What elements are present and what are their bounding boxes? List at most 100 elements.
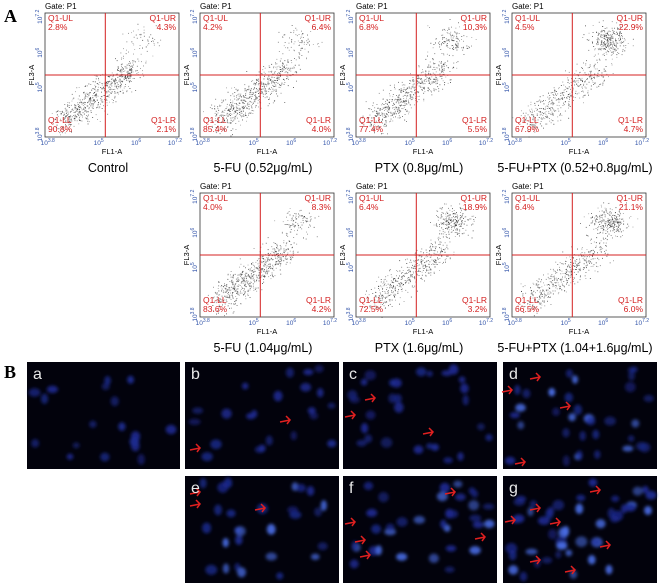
dot — [450, 258, 451, 259]
dot — [79, 112, 80, 113]
dot — [247, 294, 248, 295]
dot — [235, 283, 236, 284]
dot — [299, 57, 300, 58]
dot — [136, 73, 137, 74]
dot — [579, 93, 580, 94]
dot — [610, 227, 611, 228]
dot — [615, 49, 616, 50]
dot — [244, 281, 245, 282]
dot — [248, 106, 249, 107]
dot — [408, 280, 409, 281]
dot — [446, 221, 447, 222]
dot — [560, 95, 561, 96]
dot — [615, 220, 616, 221]
dot — [248, 281, 249, 282]
dot — [236, 100, 237, 101]
dot — [272, 91, 273, 92]
dot — [239, 110, 240, 111]
dot — [568, 79, 569, 80]
dot — [103, 102, 104, 103]
dot — [452, 208, 453, 209]
dot — [245, 298, 246, 299]
dot — [251, 263, 252, 264]
dot — [293, 32, 294, 33]
dot — [556, 100, 557, 101]
dot — [610, 231, 611, 232]
dot — [579, 259, 580, 260]
dot — [246, 273, 247, 274]
dot — [553, 97, 554, 98]
dot — [449, 210, 450, 211]
dot — [85, 94, 86, 95]
dot — [611, 213, 612, 214]
dot — [421, 259, 422, 260]
dot — [278, 249, 279, 250]
dot — [237, 286, 238, 287]
dot — [68, 112, 69, 113]
dot — [295, 41, 296, 42]
dot — [554, 92, 555, 93]
dot — [291, 244, 292, 245]
dot — [552, 114, 553, 115]
dot — [455, 28, 456, 29]
dot — [114, 89, 115, 90]
dot — [389, 121, 390, 122]
dot — [423, 268, 424, 269]
dot — [419, 82, 420, 83]
dot — [441, 65, 442, 66]
dot — [115, 79, 116, 80]
dot — [96, 95, 97, 96]
dot — [596, 262, 597, 263]
dot — [585, 25, 586, 26]
dot — [450, 257, 451, 258]
dot — [275, 64, 276, 65]
dot — [575, 97, 576, 98]
dot — [434, 44, 435, 45]
dot — [278, 261, 279, 262]
dot — [139, 34, 140, 35]
dot — [100, 87, 101, 88]
dot — [293, 251, 294, 252]
dot — [239, 102, 240, 103]
dot — [388, 116, 389, 117]
dot — [553, 124, 554, 125]
dot — [457, 217, 458, 218]
dot — [430, 269, 431, 270]
dot — [76, 116, 77, 117]
dot — [422, 90, 423, 91]
dot — [289, 70, 290, 71]
dot — [439, 258, 440, 259]
dot — [272, 272, 273, 273]
dot — [442, 69, 443, 70]
dot — [467, 48, 468, 49]
dot — [443, 80, 444, 81]
tick-exp: 3.8 — [359, 138, 366, 144]
dot — [231, 280, 232, 281]
dot — [219, 105, 220, 106]
dot — [436, 77, 437, 78]
dot — [444, 29, 445, 30]
dot — [91, 103, 92, 104]
dot — [295, 65, 296, 66]
dot — [236, 129, 237, 130]
dot — [446, 219, 447, 220]
dot — [405, 282, 406, 283]
dot — [435, 81, 436, 82]
dot — [408, 283, 409, 284]
dot — [288, 213, 289, 214]
gate-label: Gate: P1 — [200, 2, 232, 11]
dot — [583, 70, 584, 71]
dot — [592, 258, 593, 259]
dot — [388, 284, 389, 285]
dot — [90, 105, 91, 106]
dot — [259, 72, 260, 73]
dot — [159, 45, 160, 46]
dot — [417, 80, 418, 81]
dot — [267, 97, 268, 98]
dot — [633, 227, 634, 228]
dot — [438, 217, 439, 218]
dot — [256, 288, 257, 289]
dot — [215, 293, 216, 294]
dot — [293, 253, 294, 254]
dot — [273, 266, 274, 267]
